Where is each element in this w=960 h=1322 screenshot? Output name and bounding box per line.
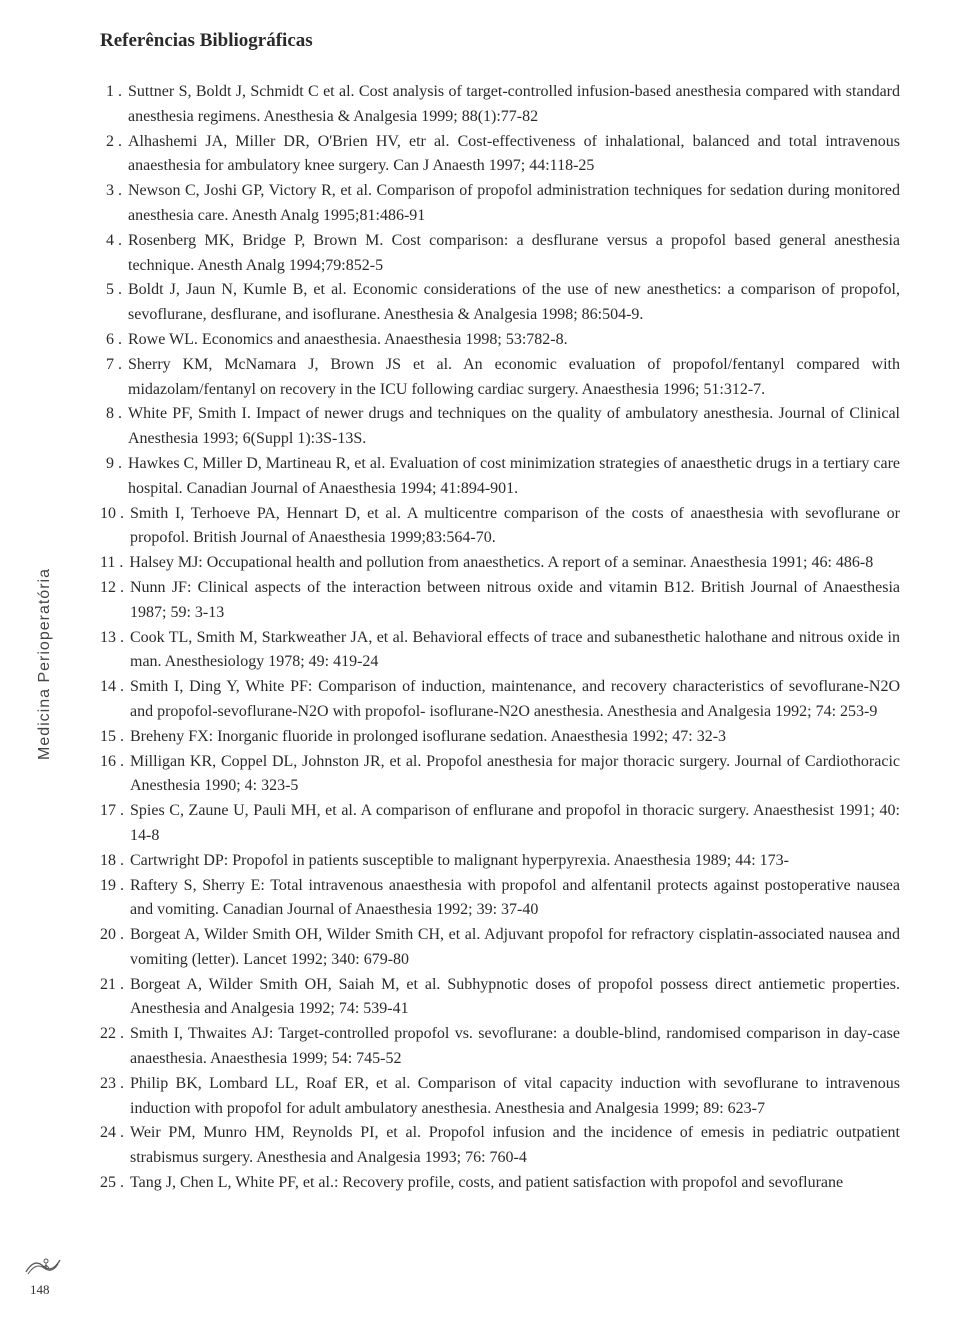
reference-item: 6 .Rowe WL. Economics and anaesthesia. A… <box>100 328 900 353</box>
reference-number: 15 . <box>100 725 130 750</box>
page-content: Referências Bibliográficas 1 .Suttner S,… <box>0 0 960 1216</box>
reference-text: White PF, Smith I. Impact of newer drugs… <box>128 402 900 452</box>
reference-number: 13 . <box>100 626 130 676</box>
reference-item: 24 .Weir PM, Munro HM, Reynolds PI, et a… <box>100 1121 900 1171</box>
reference-text: Halsey MJ: Occupational health and pollu… <box>129 551 900 576</box>
reference-item: 2 .Alhashemi JA, Miller DR, O'Brien HV, … <box>100 130 900 180</box>
reference-item: 14 .Smith I, Ding Y, White PF: Compariso… <box>100 675 900 725</box>
reference-item: 20 .Borgeat A, Wilder Smith OH, Wilder S… <box>100 923 900 973</box>
reference-text: Boldt J, Jaun N, Kumle B, et al. Economi… <box>128 278 900 328</box>
reference-number: 3 . <box>100 179 128 229</box>
reference-text: Smith I, Ding Y, White PF: Comparison of… <box>130 675 900 725</box>
reference-number: 2 . <box>100 130 128 180</box>
reference-number: 6 . <box>100 328 128 353</box>
reference-number: 19 . <box>100 874 130 924</box>
reference-item: 19 .Raftery S, Sherry E: Total intraveno… <box>100 874 900 924</box>
reference-item: 16 .Milligan KR, Coppel DL, Johnston JR,… <box>100 750 900 800</box>
reference-text: Alhashemi JA, Miller DR, O'Brien HV, etr… <box>128 130 900 180</box>
reference-item: 15 .Breheny FX: Inorganic fluoride in pr… <box>100 725 900 750</box>
reference-text: Spies C, Zaune U, Pauli MH, et al. A com… <box>130 799 900 849</box>
reference-item: 25 .Tang J, Chen L, White PF, et al.: Re… <box>100 1171 900 1196</box>
reference-item: 23 .Philip BK, Lombard LL, Roaf ER, et a… <box>100 1072 900 1122</box>
reference-number: 4 . <box>100 229 128 279</box>
reference-text: Cook TL, Smith M, Starkweather JA, et al… <box>130 626 900 676</box>
reference-text: Tang J, Chen L, White PF, et al.: Recove… <box>130 1171 900 1196</box>
reference-text: Raftery S, Sherry E: Total intravenous a… <box>130 874 900 924</box>
reference-number: 22 . <box>100 1022 130 1072</box>
reference-number: 5 . <box>100 278 128 328</box>
reference-text: Nunn JF: Clinical aspects of the interac… <box>130 576 900 626</box>
reference-item: 22 .Smith I, Thwaites AJ: Target-control… <box>100 1022 900 1072</box>
reference-item: 3 .Newson C, Joshi GP, Victory R, et al.… <box>100 179 900 229</box>
reference-number: 1 . <box>100 80 128 130</box>
reference-item: 12 .Nunn JF: Clinical aspects of the int… <box>100 576 900 626</box>
reference-item: 21 .Borgeat A, Wilder Smith OH, Saiah M,… <box>100 973 900 1023</box>
page-number: 148 <box>30 1282 50 1298</box>
reference-text: Hawkes C, Miller D, Martineau R, et al. … <box>128 452 900 502</box>
side-label: Medicina Perioperatória <box>36 568 54 760</box>
reference-text: Rowe WL. Economics and anaesthesia. Anae… <box>128 328 900 353</box>
reference-text: Borgeat A, Wilder Smith OH, Wilder Smith… <box>130 923 900 973</box>
reference-item: 1 .Suttner S, Boldt J, Schmidt C et al. … <box>100 80 900 130</box>
references-list: 1 .Suttner S, Boldt J, Schmidt C et al. … <box>100 80 900 1196</box>
reference-text: Milligan KR, Coppel DL, Johnston JR, et … <box>130 750 900 800</box>
reference-text: Borgeat A, Wilder Smith OH, Saiah M, et … <box>130 973 900 1023</box>
reference-text: Breheny FX: Inorganic fluoride in prolon… <box>130 725 900 750</box>
ornament-icon <box>24 1252 62 1278</box>
reference-item: 17 .Spies C, Zaune U, Pauli MH, et al. A… <box>100 799 900 849</box>
reference-number: 14 . <box>100 675 130 725</box>
reference-number: 20 . <box>100 923 130 973</box>
reference-text: Weir PM, Munro HM, Reynolds PI, et al. P… <box>130 1121 900 1171</box>
reference-number: 9 . <box>100 452 128 502</box>
reference-number: 21 . <box>100 973 130 1023</box>
reference-text: Suttner S, Boldt J, Schmidt C et al. Cos… <box>128 80 900 130</box>
reference-item: 8 .White PF, Smith I. Impact of newer dr… <box>100 402 900 452</box>
reference-item: 4 .Rosenberg MK, Bridge P, Brown M. Cost… <box>100 229 900 279</box>
reference-number: 7 . <box>100 353 128 403</box>
reference-number: 11 . <box>100 551 129 576</box>
reference-text: Smith I, Thwaites AJ: Target-controlled … <box>130 1022 900 1072</box>
reference-item: 7 .Sherry KM, McNamara J, Brown JS et al… <box>100 353 900 403</box>
reference-text: Cartwright DP: Propofol in patients susc… <box>130 849 900 874</box>
reference-number: 23 . <box>100 1072 130 1122</box>
reference-item: 10 .Smith I, Terhoeve PA, Hennart D, et … <box>100 502 900 552</box>
reference-number: 25 . <box>100 1171 130 1196</box>
reference-item: 9 .Hawkes C, Miller D, Martineau R, et a… <box>100 452 900 502</box>
reference-number: 16 . <box>100 750 130 800</box>
reference-text: Philip BK, Lombard LL, Roaf ER, et al. C… <box>130 1072 900 1122</box>
reference-number: 18 . <box>100 849 130 874</box>
reference-text: Sherry KM, McNamara J, Brown JS et al. A… <box>128 353 900 403</box>
reference-item: 13 .Cook TL, Smith M, Starkweather JA, e… <box>100 626 900 676</box>
reference-text: Smith I, Terhoeve PA, Hennart D, et al. … <box>130 502 900 552</box>
references-title: Referências Bibliográficas <box>100 30 900 52</box>
reference-text: Newson C, Joshi GP, Victory R, et al. Co… <box>128 179 900 229</box>
reference-number: 10 . <box>100 502 130 552</box>
reference-number: 8 . <box>100 402 128 452</box>
reference-text: Rosenberg MK, Bridge P, Brown M. Cost co… <box>128 229 900 279</box>
reference-item: 5 .Boldt J, Jaun N, Kumle B, et al. Econ… <box>100 278 900 328</box>
reference-item: 18 .Cartwright DP: Propofol in patients … <box>100 849 900 874</box>
reference-number: 12 . <box>100 576 130 626</box>
reference-item: 11 .Halsey MJ: Occupational health and p… <box>100 551 900 576</box>
reference-number: 24 . <box>100 1121 130 1171</box>
reference-number: 17 . <box>100 799 130 849</box>
